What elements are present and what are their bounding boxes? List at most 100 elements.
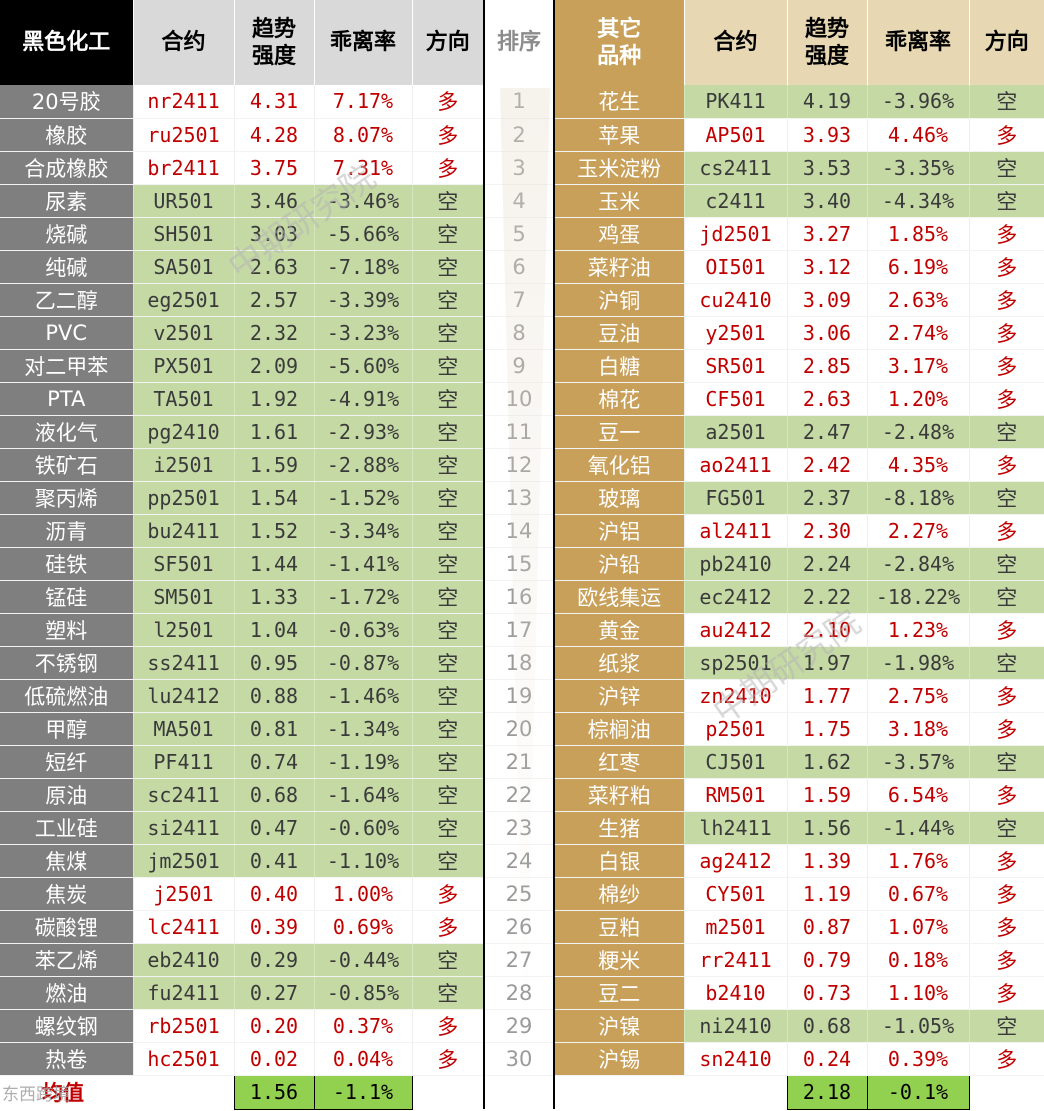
left-trend-strength: 2.09 — [233, 349, 314, 383]
right-average-deviation: -0.1% — [866, 1074, 970, 1110]
left-commodity-name: 合成橡胶 — [0, 151, 133, 185]
right-contract-code: OI501 — [683, 250, 787, 284]
rank-number: 4 — [483, 184, 555, 218]
left-direction: 空 — [411, 613, 484, 647]
right-deviation-rate: 1.85% — [866, 217, 969, 251]
left-contract-code: si2411 — [132, 811, 234, 845]
left-trend-strength: 0.40 — [233, 877, 314, 911]
left-deviation-rate: -3.23% — [313, 316, 412, 350]
table-row: 焦炭 j2501 0.40 1.00% 多 25 棉纱 CY501 1.19 0.67% 多 — [0, 877, 1044, 911]
left-deviation-rate: 0.37% — [313, 1009, 412, 1043]
rank-number: 24 — [483, 844, 555, 878]
table-row: 沥青 bu2411 1.52 -3.34% 空 14 沪铝 al2411 2.30 2.27% 多 — [0, 514, 1044, 548]
left-trend-strength: 0.88 — [233, 679, 314, 713]
right-direction: 多 — [968, 382, 1044, 416]
left-direction: 空 — [411, 250, 484, 284]
left-trend-strength: 3.75 — [233, 151, 314, 185]
right-direction: 空 — [968, 745, 1044, 779]
right-contract-code: c2411 — [683, 184, 787, 218]
right-trend-strength: 0.24 — [786, 1042, 867, 1076]
right-trend-strength: 2.37 — [786, 481, 867, 515]
right-trend-strength: 2.63 — [786, 382, 867, 416]
left-deviation-rate: 0.04% — [313, 1042, 412, 1076]
right-direction: 空 — [968, 1009, 1044, 1043]
left-direction: 空 — [411, 481, 484, 515]
left-trend-strength: 0.74 — [233, 745, 314, 779]
right-deviation-rate: 6.54% — [866, 778, 969, 812]
left-trend-strength: 2.32 — [233, 316, 314, 350]
left-deviation-rate: -2.93% — [313, 415, 412, 449]
right-trend-strength: 0.73 — [786, 976, 867, 1010]
right-trend-strength: 1.59 — [786, 778, 867, 812]
right-contract-code: CY501 — [683, 877, 787, 911]
right-direction: 多 — [968, 976, 1044, 1010]
left-direction: 空 — [411, 745, 484, 779]
left-contract-code: pg2410 — [132, 415, 234, 449]
left-contract-code: UR501 — [132, 184, 234, 218]
right-commodity-name: 沪锡 — [554, 1042, 684, 1076]
right-trend-strength: 2.30 — [786, 514, 867, 548]
right-deviation-rate: 6.19% — [866, 250, 969, 284]
right-commodity-name: 沪镍 — [554, 1009, 684, 1043]
rank-number: 19 — [483, 679, 555, 713]
table-row: 尿素 UR501 3.46 -3.46% 空 4 玉米 c2411 3.40 -4.34% 空 — [0, 184, 1044, 218]
right-deviation-rate: -3.96% — [866, 85, 969, 119]
right-commodity-name: 生猪 — [554, 811, 684, 845]
left-deviation-rate: -5.60% — [313, 349, 412, 383]
left-direction: 空 — [411, 811, 484, 845]
average-row: 均值 1.56 -1.1% 2.18 -0.1% — [0, 1074, 1044, 1110]
right-trend-strength: 2.24 — [786, 547, 867, 581]
rank-number: 17 — [483, 613, 555, 647]
right-deviation-rate: 1.07% — [866, 910, 969, 944]
header-direction-left: 方向 — [411, 0, 484, 85]
right-trend-strength: 1.62 — [786, 745, 867, 779]
right-direction: 空 — [968, 85, 1044, 119]
left-commodity-name: 沥青 — [0, 514, 133, 548]
right-contract-code: RM501 — [683, 778, 787, 812]
table-row: 合成橡胶 br2411 3.75 7.31% 多 3 玉米淀粉 cs2411 3.53 -3.35… — [0, 151, 1044, 185]
right-contract-code: al2411 — [683, 514, 787, 548]
table-row: PTA TA501 1.92 -4.91% 空 10 棉花 CF501 2.63 1.20% 多 — [0, 382, 1044, 416]
left-deviation-rate: -0.60% — [313, 811, 412, 845]
left-deviation-rate: -1.72% — [313, 580, 412, 614]
right-trend-strength: 2.10 — [786, 613, 867, 647]
right-deviation-rate: 1.10% — [866, 976, 969, 1010]
right-commodity-name: 苹果 — [554, 118, 684, 152]
rank-number: 6 — [483, 250, 555, 284]
left-contract-code: sc2411 — [132, 778, 234, 812]
right-direction: 多 — [968, 778, 1044, 812]
right-commodity-name: 沪锌 — [554, 679, 684, 713]
right-commodity-name: 豆油 — [554, 316, 684, 350]
left-deviation-rate: 1.00% — [313, 877, 412, 911]
left-commodity-name: 不锈钢 — [0, 646, 133, 680]
right-commodity-name: 红枣 — [554, 745, 684, 779]
left-trend-strength: 0.02 — [233, 1042, 314, 1076]
left-commodity-name: 低硫燃油 — [0, 679, 133, 713]
left-commodity-name: PTA — [0, 382, 133, 416]
table-row: 甲醇 MA501 0.81 -1.34% 空 20 棕榈油 p2501 1.75 3.18% 多 — [0, 712, 1044, 746]
right-contract-code: ao2411 — [683, 448, 787, 482]
left-average-strength: 1.56 — [233, 1074, 315, 1110]
left-trend-strength: 1.44 — [233, 547, 314, 581]
left-deviation-rate: -3.39% — [313, 283, 412, 317]
rank-number: 1 — [483, 85, 555, 119]
left-deviation-rate: 0.69% — [313, 910, 412, 944]
right-direction: 多 — [968, 877, 1044, 911]
right-contract-code: ni2410 — [683, 1009, 787, 1043]
right-commodity-name: 豆二 — [554, 976, 684, 1010]
left-direction: 空 — [411, 844, 484, 878]
left-direction: 多 — [411, 151, 484, 185]
right-trend-strength: 3.27 — [786, 217, 867, 251]
right-commodity-name: 棕榈油 — [554, 712, 684, 746]
left-trend-strength: 4.31 — [233, 85, 314, 119]
table-row: 热卷 hc2501 0.02 0.04% 多 30 沪锡 sn2410 0.24 0.39% 多 — [0, 1042, 1044, 1076]
left-deviation-rate: -5.66% — [313, 217, 412, 251]
left-trend-strength: 1.59 — [233, 448, 314, 482]
rank-number: 7 — [483, 283, 555, 317]
right-contract-code: FG501 — [683, 481, 787, 515]
left-contract-code: MA501 — [132, 712, 234, 746]
table-row: 燃油 fu2411 0.27 -0.85% 空 28 豆二 b2410 0.73 1.10% 多 — [0, 976, 1044, 1010]
left-trend-strength: 1.54 — [233, 481, 314, 515]
left-contract-code: PF411 — [132, 745, 234, 779]
